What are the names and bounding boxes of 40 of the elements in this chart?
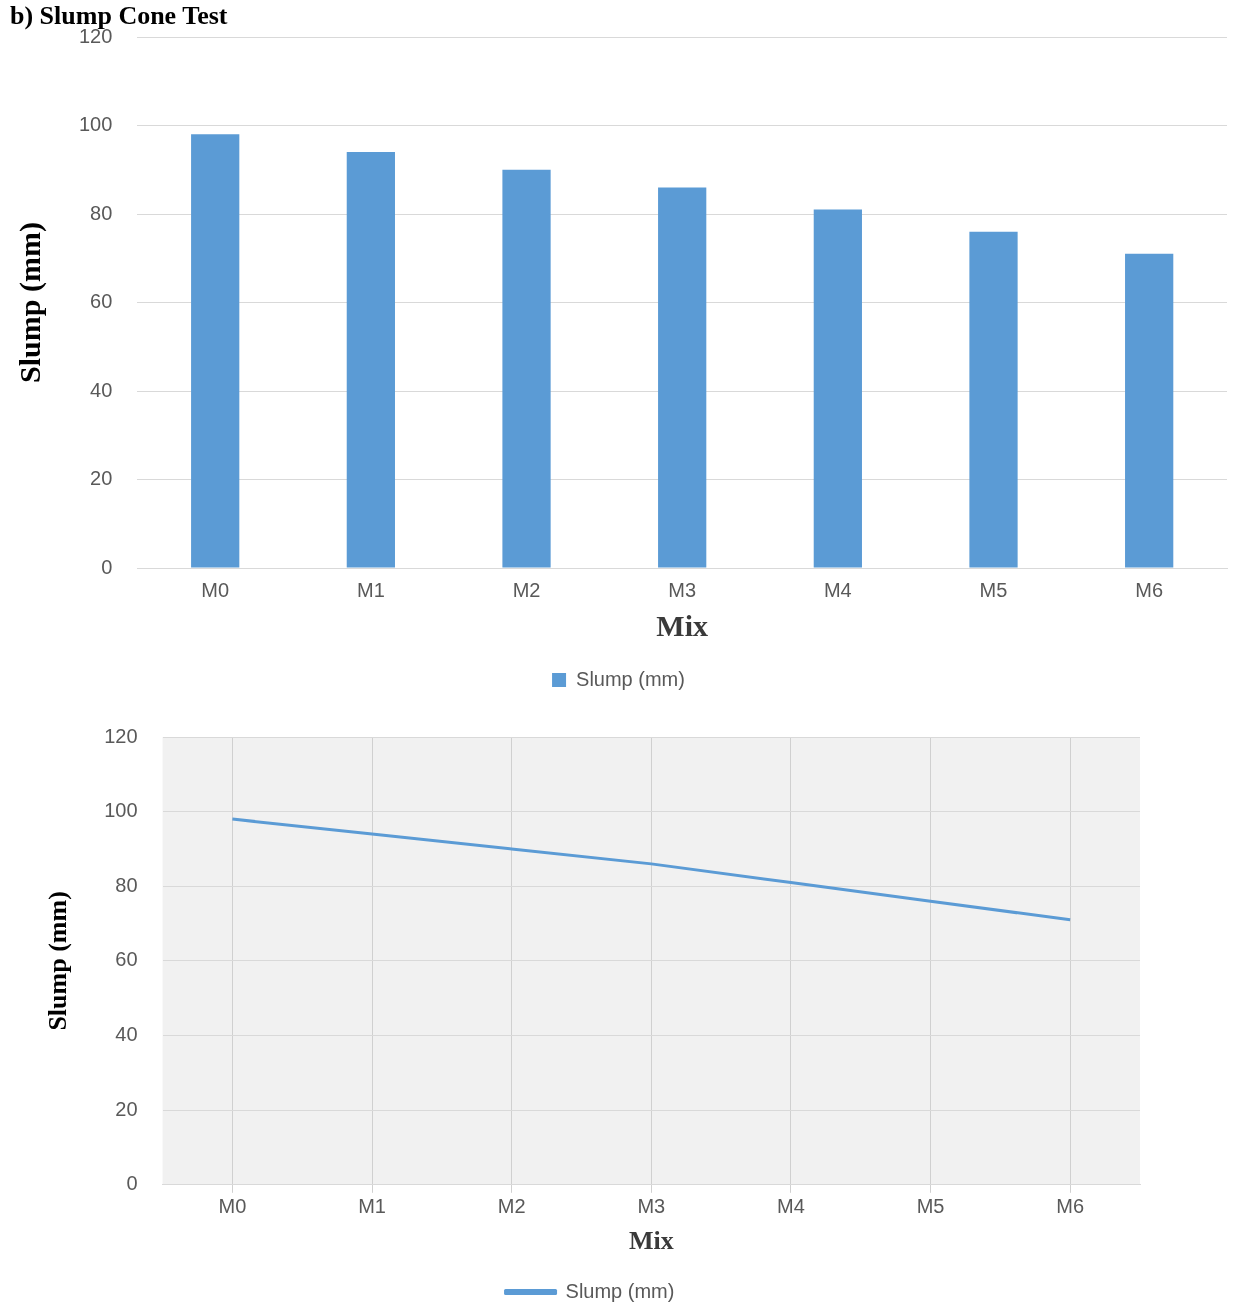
bar — [658, 187, 707, 568]
bar — [346, 152, 395, 568]
bar — [191, 134, 240, 568]
x-tick-label: M6 — [1056, 1195, 1085, 1218]
y-tick-label: 80 — [115, 873, 138, 896]
y-tick-label: 0 — [101, 555, 113, 578]
y-tick-label: 100 — [78, 113, 113, 136]
y-tick-label: 80 — [90, 201, 113, 224]
legend-label: Slump (mm) — [565, 1279, 675, 1302]
legend-label: Slump (mm) — [576, 667, 685, 690]
y-tick-label: 20 — [90, 467, 113, 490]
x-tick-label: M4 — [777, 1195, 805, 1218]
x-tick-label: M1 — [358, 1195, 386, 1218]
x-tick-label: M1 — [356, 578, 385, 601]
bar — [1125, 253, 1174, 568]
x-axis-title: Mix — [656, 608, 709, 642]
bar — [969, 231, 1018, 568]
x-tick-label: M5 — [979, 578, 1008, 601]
y-axis-title: Slump (mm) — [12, 222, 47, 383]
x-tick-label: M3 — [637, 1195, 666, 1218]
bar — [502, 169, 551, 568]
y-axis-title: Slump (mm) — [43, 891, 73, 1031]
x-tick-label: M0 — [201, 578, 230, 601]
x-tick-label: M2 — [512, 578, 541, 601]
x-tick-label: M4 — [823, 578, 852, 601]
x-tick-label: M0 — [218, 1195, 247, 1218]
x-tick-label: M5 — [916, 1195, 945, 1218]
y-tick-label: 120 — [104, 724, 138, 747]
y-tick-label: 60 — [115, 948, 138, 971]
y-tick-label: 40 — [90, 378, 113, 401]
x-axis-title: Mix — [628, 1226, 674, 1256]
bar — [813, 209, 862, 568]
y-tick-label: 40 — [115, 1023, 138, 1046]
x-tick-label: M2 — [497, 1195, 526, 1218]
x-tick-label: M6 — [1135, 578, 1164, 601]
y-tick-label: 20 — [115, 1097, 138, 1120]
y-tick-label: 100 — [104, 799, 138, 822]
y-tick-label: 0 — [126, 1172, 138, 1195]
y-tick-label: 60 — [90, 290, 113, 313]
x-tick-label: M3 — [668, 578, 697, 601]
